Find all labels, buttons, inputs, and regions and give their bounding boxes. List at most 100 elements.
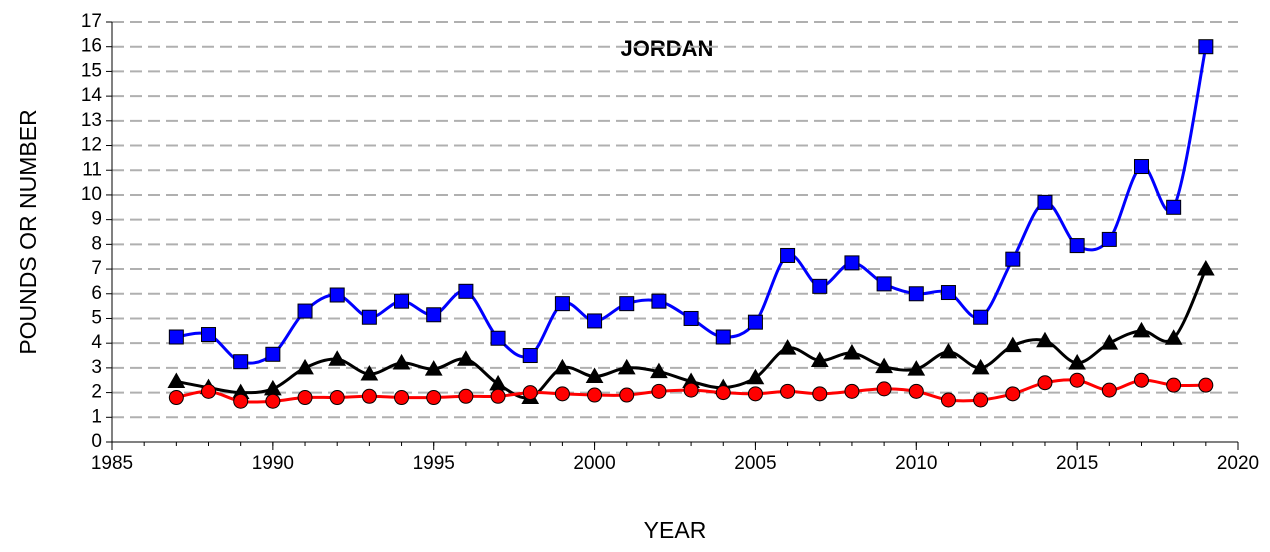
y-tick-label: 16 [81,36,102,57]
y-axis-label: POUNDS OR NUMBER [15,109,41,354]
marker [1196,260,1215,276]
marker [1003,336,1022,353]
marker [554,386,570,402]
x-tick-label: 2015 [1056,453,1098,474]
marker [587,313,603,329]
marker [1068,353,1087,370]
marker [650,362,668,379]
marker [844,255,860,271]
marker [329,390,345,406]
marker [1198,39,1214,55]
marker [201,383,217,399]
marker [651,383,667,399]
marker [553,358,572,375]
y-tick-label: 15 [81,60,102,81]
marker [361,388,377,404]
marker [1005,251,1021,267]
marker [973,392,989,408]
marker [426,307,442,323]
marker [780,383,796,399]
marker [1100,334,1119,350]
marker [490,330,506,346]
marker [522,348,538,364]
marker [554,296,570,312]
marker [876,276,892,292]
marker [875,357,893,374]
marker [778,339,797,355]
marker [939,342,958,359]
marker [1036,331,1054,348]
marker [168,390,184,406]
y-tick-label: 6 [91,283,102,304]
marker [876,381,892,397]
marker [1069,238,1085,254]
y-tick-label: 10 [81,184,102,205]
marker [1037,375,1053,391]
x-tick-label: 2000 [573,453,615,474]
marker [780,247,796,263]
marker [1166,377,1182,393]
y-tick-label: 1 [91,406,102,427]
marker [458,388,474,404]
x-axis-label: YEAR [644,517,707,543]
y-tick-label: 8 [91,233,102,254]
y-tick-label: 2 [91,382,102,403]
marker [1133,159,1149,175]
y-tick-label: 11 [82,159,102,180]
marker [297,390,313,406]
marker [361,309,377,325]
marker [812,278,828,294]
marker [1069,372,1085,388]
marker [619,387,635,403]
marker [971,358,990,375]
marker [747,386,763,402]
marker [265,346,281,362]
marker [167,372,186,388]
marker [394,390,410,406]
y-tick-label: 5 [91,307,102,328]
marker [715,385,731,401]
x-tick-label: 1985 [91,453,133,474]
marker [940,285,956,301]
y-tick-label: 14 [81,85,103,106]
x-tick-label: 2005 [734,453,776,474]
marker [843,344,861,360]
marker [617,358,636,375]
marker [522,385,538,401]
y-tick-label: 4 [91,332,102,353]
marker [458,283,474,299]
x-tick-label: 1990 [252,453,294,474]
marker [424,360,443,376]
marker [1133,372,1149,388]
marker [392,353,411,370]
marker [907,360,926,376]
marker [585,367,604,384]
marker [296,358,314,375]
marker [263,379,282,396]
marker [233,393,249,409]
marker [1101,382,1117,398]
marker [1101,231,1117,247]
marker [1164,329,1183,345]
x-tick-label: 2010 [895,453,937,474]
marker [201,327,217,343]
marker [360,365,379,381]
marker [1166,199,1182,215]
marker [810,351,829,367]
marker [233,354,249,370]
x-tick-label: 2020 [1217,453,1259,474]
marker [329,287,345,303]
marker [908,286,924,302]
marker [297,303,313,319]
marker [844,383,860,399]
y-tick-label: 17 [81,11,102,32]
y-tick-label: 9 [91,209,102,230]
marker [973,309,989,325]
y-tick-label: 13 [81,110,102,131]
marker [715,329,731,345]
marker [328,350,347,366]
marker [394,293,410,309]
y-tick-label: 12 [81,135,102,156]
x-tick-label: 1995 [413,453,455,474]
series-line [176,46,1208,365]
